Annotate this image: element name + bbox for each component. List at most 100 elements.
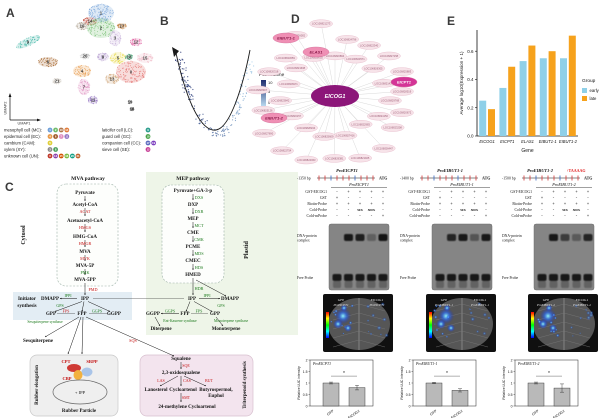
svg-text:+: +: [359, 201, 362, 206]
svg-text:+: +: [439, 195, 442, 200]
svg-text:8: 8: [55, 148, 57, 152]
svg-text:LOC106827690: LOC106827690: [255, 131, 274, 135]
svg-text:+: +: [552, 201, 555, 206]
svg-text:-: -: [576, 213, 578, 218]
svg-text:SRPP: SRPP: [86, 359, 98, 364]
network-node: LOC106825126: [251, 106, 276, 115]
svg-text:late: late: [590, 96, 598, 101]
svg-text:Euphol: Euphol: [208, 394, 224, 399]
svg-text:-: -: [439, 207, 441, 212]
svg-text:6: 6: [55, 135, 57, 139]
svg-text:+: +: [575, 189, 578, 194]
svg-text:Free Probe: Free Probe: [400, 276, 416, 280]
svg-text:9: 9: [147, 128, 149, 132]
svg-text:GPP: GPP: [46, 312, 56, 317]
umap-cluster-12: [130, 38, 142, 47]
svg-text:50X: 50X: [357, 208, 363, 212]
network-node: LOC106824063: [294, 155, 319, 165]
panel-f-emsa-luc: ProEICPT1 -1350 bp ATG ProEICPT1 GST-EICOG1-…: [293, 168, 600, 418]
svg-text:epidermal cell (EC):: epidermal cell (EC):: [4, 134, 41, 139]
svg-text:GST-EICOG1: GST-EICOG1: [408, 190, 430, 194]
svg-text:4: 4: [81, 69, 84, 74]
svg-text:LOC106822983: LOC106822983: [352, 122, 371, 126]
svg-text:11: 11: [91, 98, 96, 103]
svg-text:9: 9: [27, 40, 30, 45]
svg-text:7: 7: [83, 85, 86, 90]
svg-text:Cold-mProbe: Cold-mProbe: [410, 214, 431, 218]
svg-text:GGPP: GGPP: [146, 312, 160, 317]
svg-text:FPS: FPS: [196, 309, 203, 314]
svg-text:Relative LUC intensity: Relative LUC intensity: [502, 366, 506, 400]
svg-text:21: 21: [55, 79, 60, 84]
svg-text:Lanosterol: Lanosterol: [145, 388, 169, 393]
svg-text:IPP: IPP: [188, 297, 196, 302]
svg-text:+: +: [462, 189, 465, 194]
svg-text:-: -: [382, 207, 384, 212]
network-node-featured: EIBUT1-2: [260, 112, 288, 124]
svg-text:ProEICPT1: ProEICPT1: [368, 303, 385, 307]
svg-text:laticifer cell (LC):: laticifer cell (LC):: [102, 128, 133, 133]
svg-text:0: 0: [49, 154, 51, 158]
svg-text:-: -: [439, 213, 441, 218]
umap-cluster-10: [75, 21, 88, 31]
svg-text:ProEICPT1: ProEICPT1: [332, 303, 349, 307]
network-node: LOC106823208: [380, 123, 405, 132]
svg-text:0: 0: [409, 404, 411, 408]
svg-text:LOC106825883: LOC106825883: [393, 70, 412, 74]
svg-text:-: -: [474, 213, 476, 218]
svg-text:2: 2: [511, 358, 513, 362]
svg-text:+: +: [450, 189, 453, 194]
svg-text:-: -: [451, 213, 453, 218]
svg-text:LOC106826447: LOC106826447: [375, 146, 394, 150]
svg-text:8: 8: [102, 55, 105, 60]
svg-text:Cold-Probe: Cold-Probe: [514, 208, 532, 212]
svg-text:EICOG1: EICOG1: [450, 409, 463, 418]
svg-text:Ent-Kaurene synthase: Ent-Kaurene synthase: [163, 319, 197, 323]
svg-text:MVK: MVK: [80, 256, 90, 261]
svg-text:EIBUT1-2: EIBUT1-2: [265, 115, 284, 120]
svg-text:GFP: GFP: [429, 409, 438, 417]
svg-text:0.2: 0.2: [467, 105, 474, 110]
svg-text:-: -: [564, 195, 566, 200]
svg-text:+: +: [450, 201, 453, 206]
svg-text:-: -: [564, 213, 566, 218]
svg-text:*: *: [548, 371, 550, 377]
svg-text:Biotin-Probe: Biotin-Probe: [512, 202, 532, 206]
svg-text:+ IPP: + IPP: [75, 390, 86, 395]
svg-text:16: 16: [130, 107, 135, 112]
svg-text:+: +: [382, 213, 385, 218]
svg-text:14: 14: [88, 19, 93, 24]
svg-text:LOC106824150: LOC106824150: [370, 114, 389, 118]
luc-bar-GFP: [322, 382, 340, 407]
svg-text:18: 18: [127, 55, 132, 60]
network-node: LOC106825883: [390, 67, 414, 76]
svg-text:-: -: [348, 195, 350, 200]
svg-text:EICPT1: EICPT1: [500, 139, 514, 144]
svg-text:21: 21: [76, 154, 80, 158]
network-node: LOC106829768: [378, 96, 402, 105]
svg-text:CBP: CBP: [63, 376, 72, 381]
svg-text:+: +: [336, 201, 339, 206]
emsa-subpanel-ProEIBUT1-1: ProEIBUT1-1-1400 bp ATGProEIBUT1-1GST-EIC…: [400, 168, 496, 418]
svg-text:EICOG1: EICOG1: [371, 298, 384, 302]
panel-e-expression-barchart: 0.0 0.2 0.4 0.6 EICOG1 EICPT1 ELAS1 EIBUT1-1 EIB…: [459, 30, 600, 154]
umap-cluster-20: [79, 52, 91, 60]
svg-text:-: -: [474, 195, 476, 200]
svg-text:Pyruvate: Pyruvate: [75, 191, 95, 196]
svg-text:IPP: IPP: [81, 297, 89, 302]
svg-text:MEP: MEP: [187, 217, 198, 222]
svg-text:3: 3: [114, 36, 117, 41]
emsa-subpanel-ProEICPT1: ProEICPT1-1350 bp ATGProEICPT1GST-EICOG1-…: [297, 168, 393, 418]
umap-cluster-21: [52, 78, 62, 85]
svg-text:DMAPP: DMAPP: [41, 297, 59, 302]
svg-text:1.5: 1.5: [303, 370, 308, 374]
svg-text:GST-EICOG1: GST-EICOG1: [305, 190, 327, 194]
svg-text:Cold-Probe: Cold-Probe: [412, 208, 430, 212]
svg-text:-: -: [348, 207, 350, 212]
svg-text:GFP: GFP: [531, 409, 540, 417]
svg-text:LOC106821608: LOC106821608: [287, 66, 306, 70]
svg-text:mesophyll cell (MC):: mesophyll cell (MC):: [4, 128, 42, 133]
svg-text:-: -: [462, 213, 464, 218]
